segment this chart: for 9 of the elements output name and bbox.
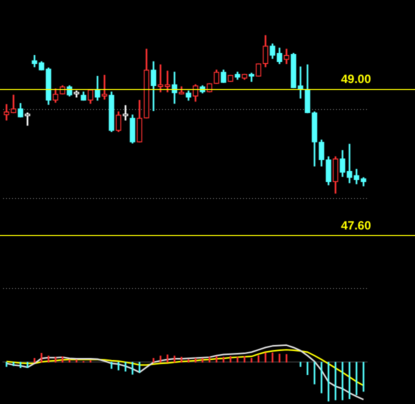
ref-line-label: 47.60 <box>340 218 372 232</box>
candlestick <box>122 105 128 120</box>
candlestick <box>298 66 304 99</box>
candlestick <box>10 94 16 114</box>
candlestick <box>24 112 30 126</box>
candlestick <box>102 74 108 100</box>
ref-line-label: 49.00 <box>340 72 372 86</box>
candlestick <box>346 144 352 184</box>
candlestick <box>4 104 10 120</box>
